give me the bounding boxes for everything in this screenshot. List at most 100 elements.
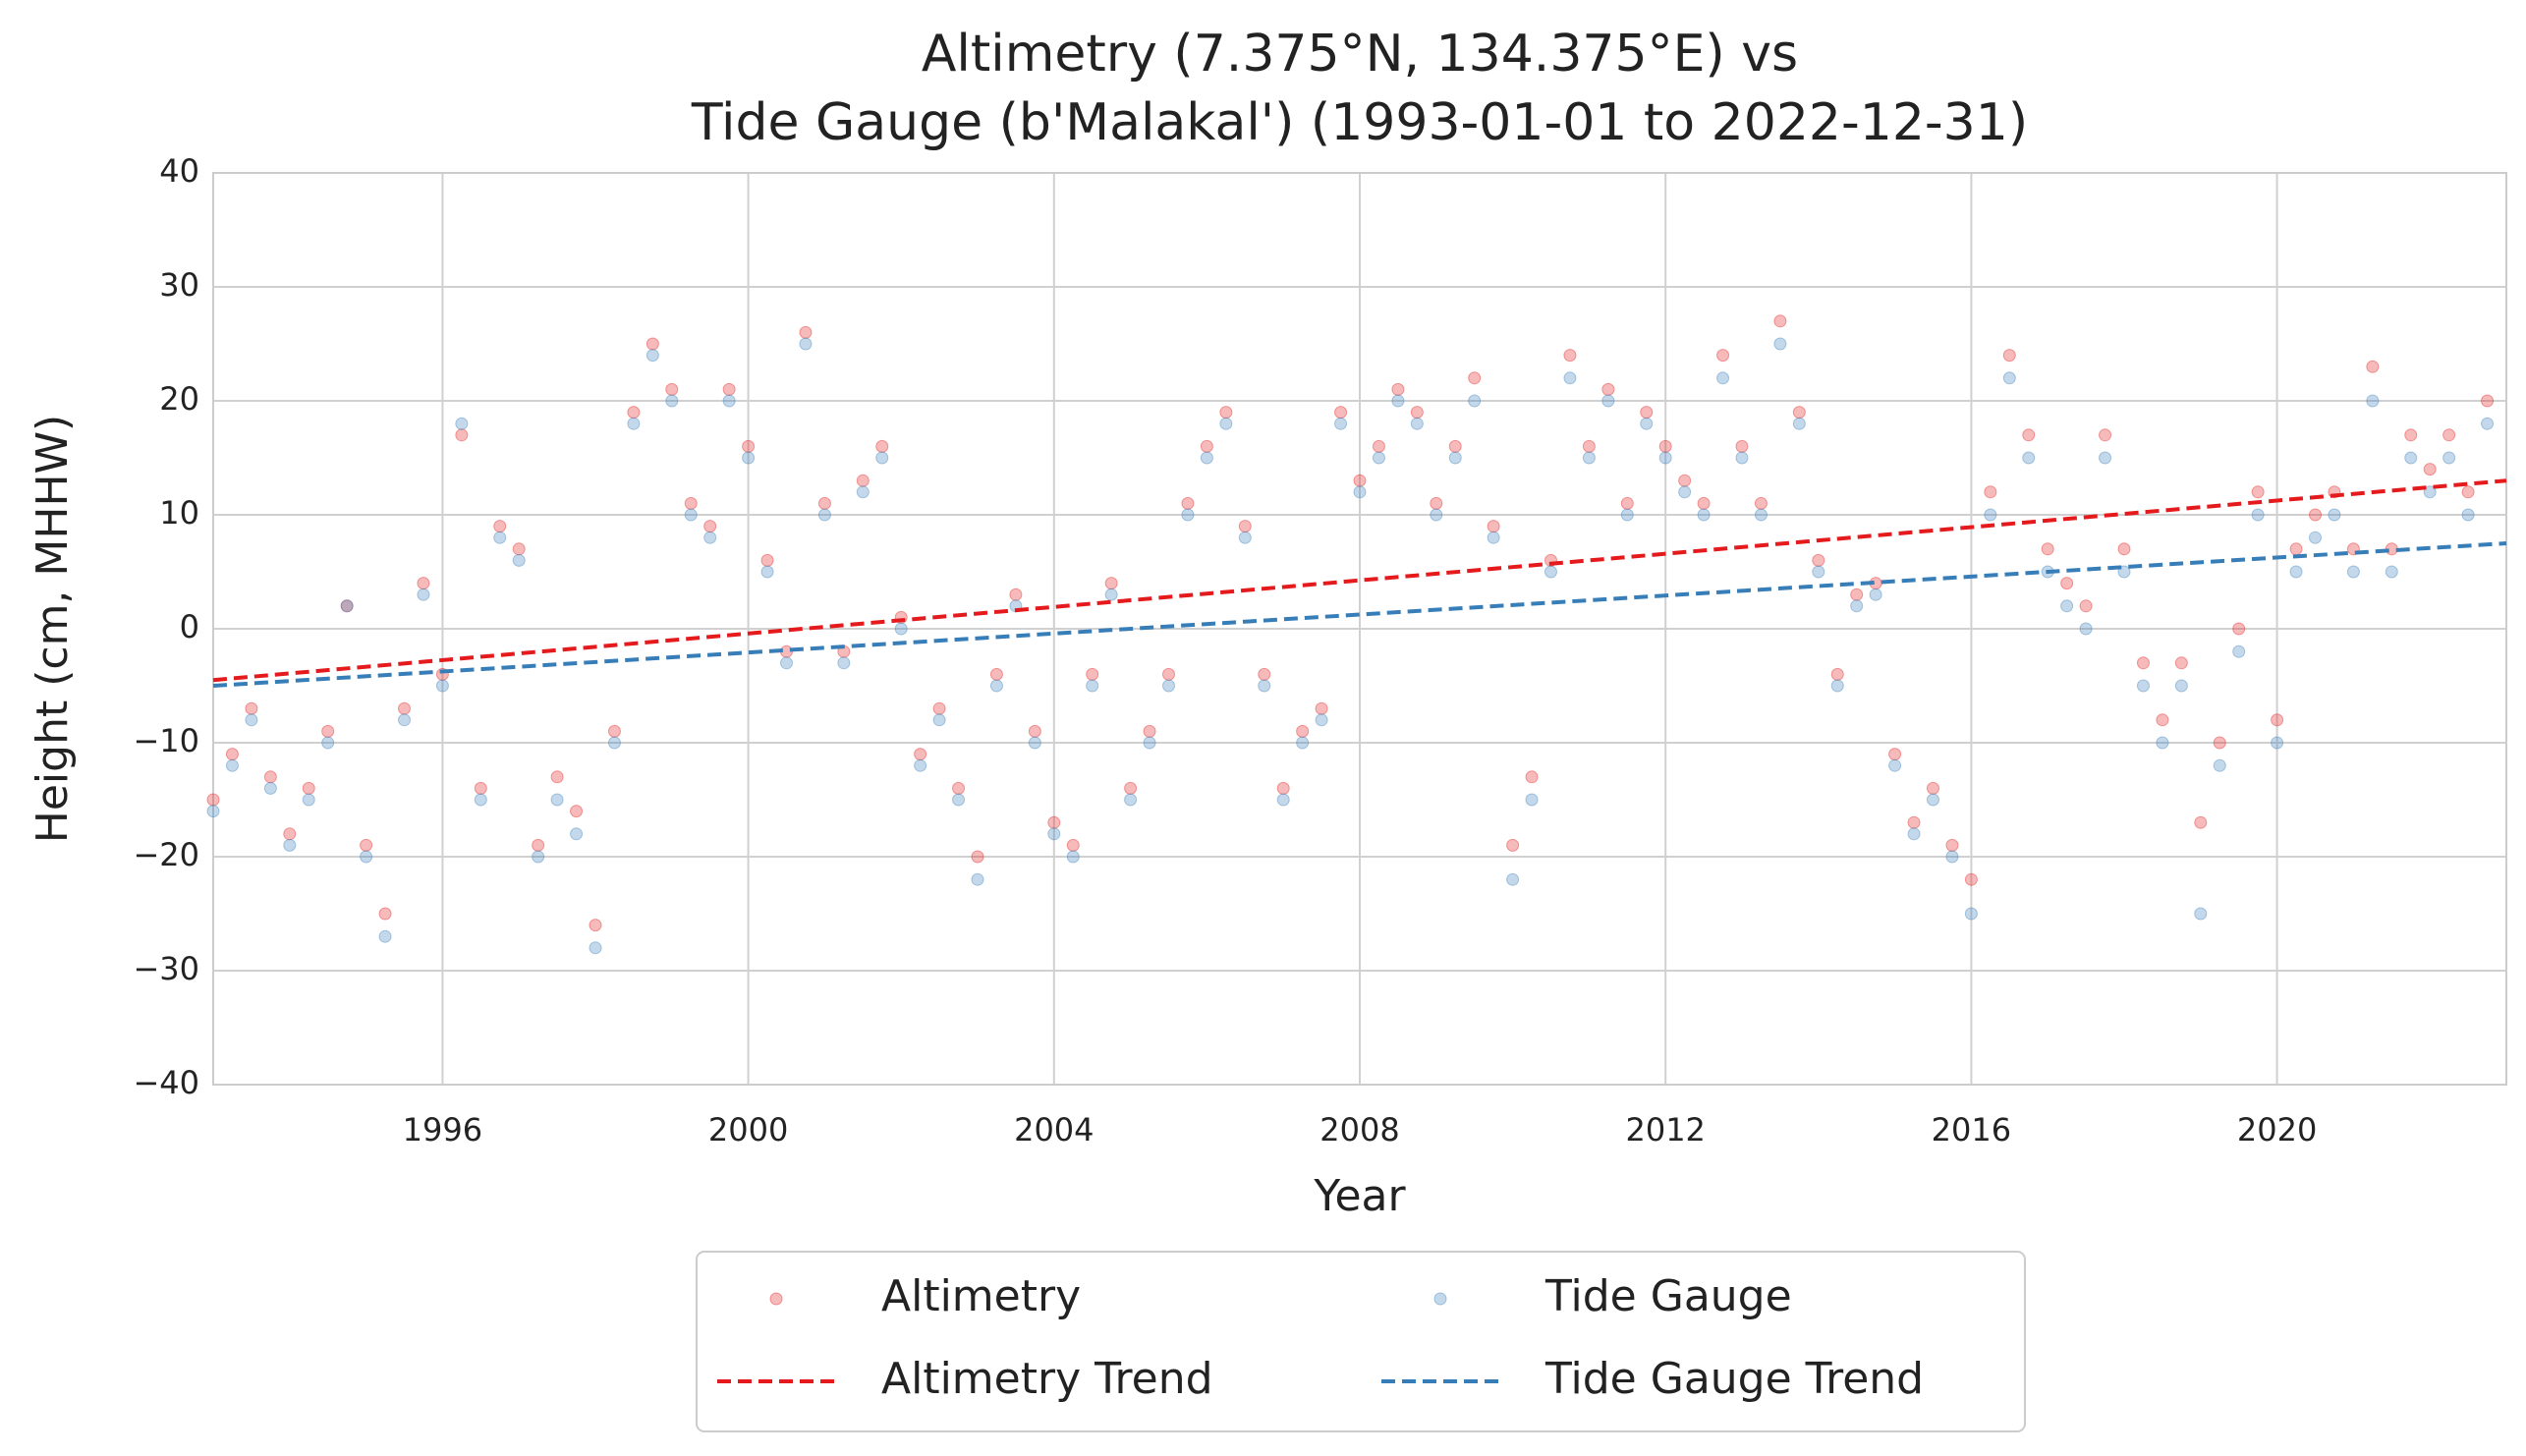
trend-line (212, 478, 2507, 683)
data-point (2232, 622, 2246, 636)
data-point (1238, 531, 1252, 544)
legend-label: Tide Gauge (1544, 1271, 1792, 1321)
data-point (665, 382, 679, 396)
data-point (1506, 872, 1520, 886)
y-tick-label: 30 (159, 266, 199, 304)
data-point (340, 599, 354, 613)
data-point (1200, 439, 1213, 453)
data-point (1697, 508, 1711, 522)
data-point (1927, 793, 1939, 807)
legend-box (696, 1251, 2026, 1432)
data-point (321, 724, 335, 738)
data-point (1487, 520, 1500, 533)
data-point (1792, 417, 1806, 430)
data-point (2194, 907, 2208, 921)
data-point (435, 679, 449, 693)
data-point (607, 736, 621, 750)
data-point (1716, 349, 1730, 363)
data-point (2117, 542, 2131, 556)
data-point (1658, 451, 1672, 465)
data-point (2481, 394, 2495, 408)
data-point (550, 770, 564, 784)
data-point (2328, 508, 2341, 522)
y-tick-label: −30 (133, 950, 199, 987)
data-point (1525, 770, 1539, 784)
data-point (2060, 599, 2074, 613)
data-point (1812, 565, 1825, 579)
data-point (512, 553, 526, 567)
data-point (1658, 439, 1672, 453)
data-point (1372, 451, 1385, 465)
data-point (493, 520, 507, 533)
data-point (1448, 451, 1462, 465)
data-point (1028, 724, 1041, 738)
data-point (684, 508, 698, 522)
data-point (340, 599, 354, 613)
data-point (245, 701, 258, 715)
data-point (2232, 644, 2246, 658)
data-point (989, 667, 1003, 681)
y-tick-label: 10 (159, 494, 199, 532)
x-tick-label: 2016 (1932, 1111, 2011, 1148)
data-point (2271, 713, 2284, 727)
data-point (398, 701, 411, 715)
data-point (799, 337, 813, 351)
data-point (1754, 496, 1768, 510)
legend-swatch (769, 1292, 783, 1306)
data-point (1525, 793, 1539, 807)
data-point (1143, 736, 1156, 750)
chart-title: Tide Gauge (b'Malakal') (1993-01-01 to 2… (691, 93, 2028, 152)
data-point (2022, 428, 2036, 442)
data-point (856, 485, 870, 499)
data-point (2461, 508, 2475, 522)
data-point (1468, 371, 1482, 385)
data-point (493, 531, 507, 544)
data-point (1964, 872, 1978, 886)
data-point (665, 394, 679, 408)
data-point (722, 394, 736, 408)
y-tick-label: 20 (159, 380, 199, 418)
data-point (627, 417, 641, 430)
x-tick-label: 2004 (1014, 1111, 1094, 1148)
data-point (856, 474, 870, 487)
data-point (817, 508, 831, 522)
data-point (378, 907, 392, 921)
data-point (1850, 588, 1864, 601)
data-point (2002, 371, 2016, 385)
data-point (1907, 827, 1921, 841)
data-point (1945, 850, 1959, 864)
data-point (1907, 815, 1921, 829)
data-point (512, 542, 526, 556)
data-point (225, 748, 239, 761)
data-point (1773, 337, 1787, 351)
data-point (1391, 382, 1405, 396)
legend-label: Tide Gauge Trend (1544, 1354, 1924, 1404)
data-point (1315, 713, 1328, 727)
trend-line (212, 541, 2507, 688)
data-point (2136, 656, 2150, 670)
data-point (206, 805, 220, 818)
data-point (1334, 406, 1348, 420)
data-point (1372, 439, 1385, 453)
data-point (283, 838, 297, 852)
data-point (1773, 314, 1787, 328)
data-point (780, 656, 793, 670)
data-point (703, 520, 717, 533)
legend-swatch (1433, 1292, 1447, 1306)
data-point (1735, 439, 1749, 453)
x-tick-label: 1996 (403, 1111, 482, 1148)
y-tick-label: −40 (133, 1064, 199, 1101)
data-point (2404, 428, 2418, 442)
data-point (1276, 781, 1290, 795)
data-point (932, 713, 946, 727)
data-point (2174, 679, 2188, 693)
data-point (2060, 577, 2074, 590)
data-point (321, 736, 335, 750)
data-point (1964, 907, 1978, 921)
data-point (455, 428, 469, 442)
data-point (875, 451, 889, 465)
data-point (1716, 371, 1730, 385)
data-point (2309, 531, 2322, 544)
data-point (1430, 508, 1443, 522)
data-point (2309, 508, 2322, 522)
